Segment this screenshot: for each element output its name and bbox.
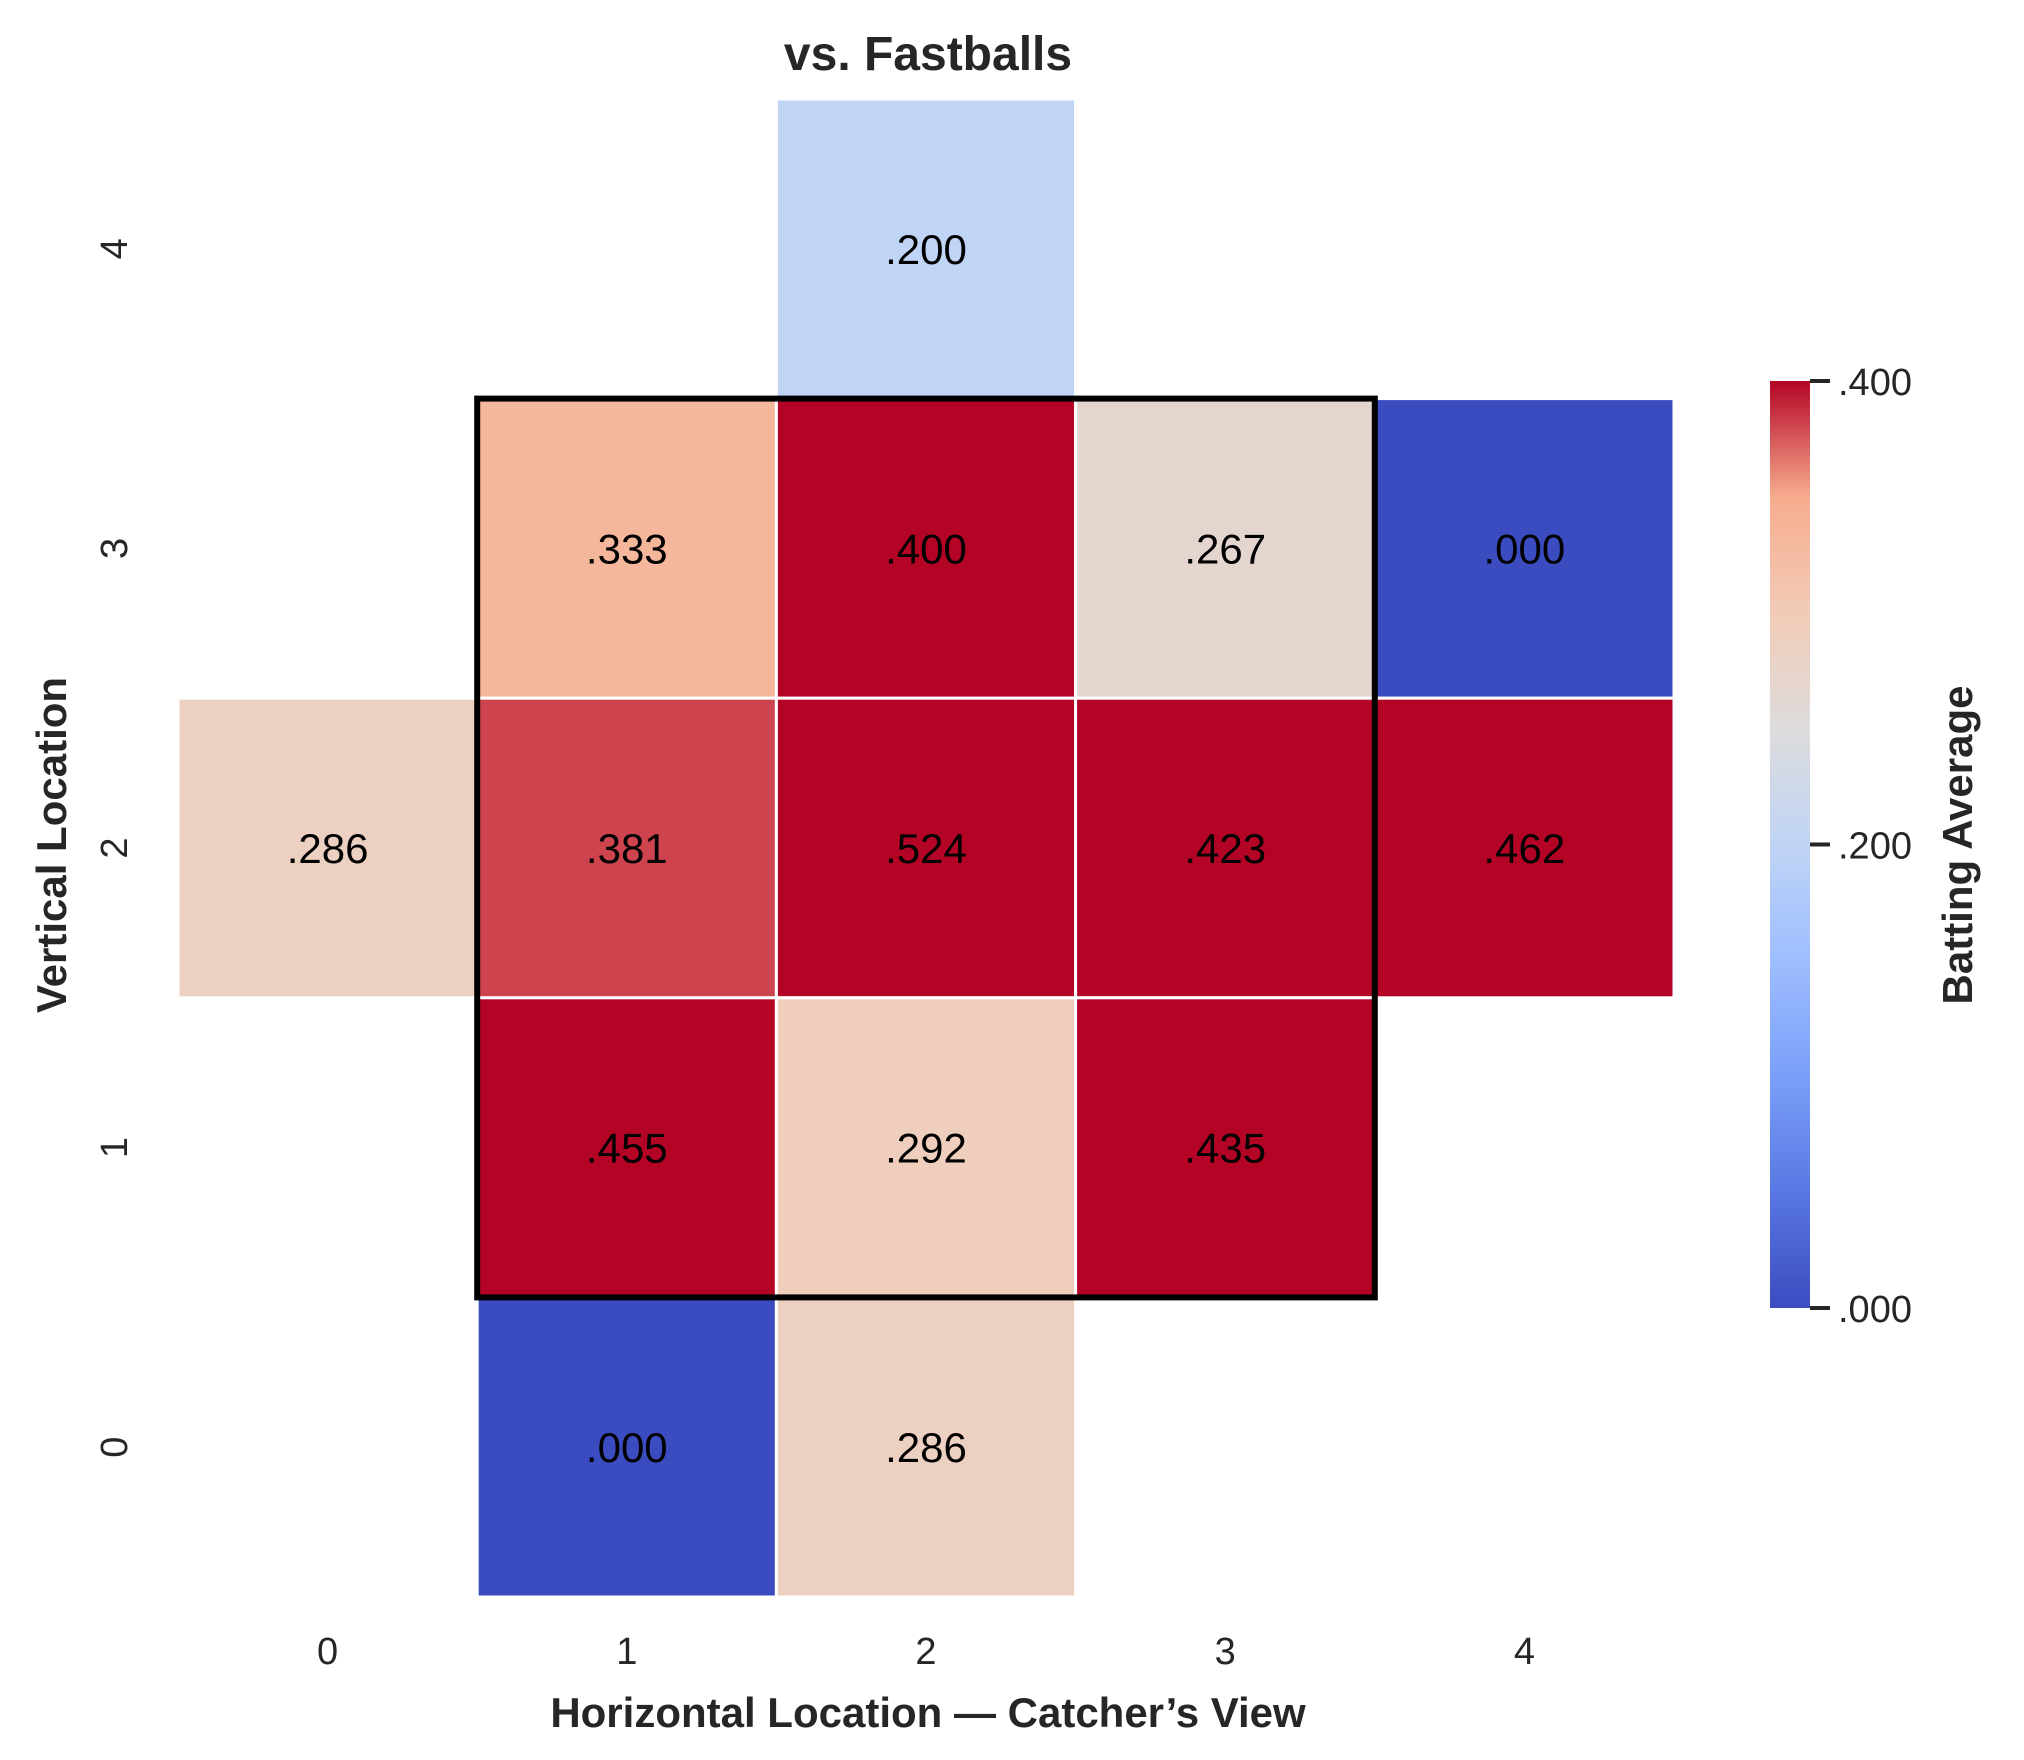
cell-value-label: .462	[1484, 825, 1566, 872]
colorbar-ticks: .000 .200 .400	[1810, 362, 1912, 1331]
x-tick-label: 4	[1514, 1631, 1535, 1673]
x-tick-label: 0	[317, 1631, 338, 1673]
cell-value-label: .267	[1184, 525, 1266, 572]
heatmap-cell	[774, 97, 1078, 401]
cell-value-label: .286	[287, 825, 369, 872]
heatmap-cells: .200 .333 .400 .267 .000 .286 .381 .524 .423 .462…	[176, 97, 1676, 1599]
heatmap-cell	[1373, 397, 1676, 700]
cell-value-label: .286	[885, 1424, 967, 1471]
x-tick-label: 1	[616, 1631, 637, 1673]
heatmap-cell	[176, 696, 479, 1000]
heatmap-cell	[774, 1295, 1078, 1599]
x-axis-title: Horizontal Location — Catcher’s View	[550, 1689, 1306, 1736]
heatmap-cell	[475, 397, 778, 700]
colorbar-tick-label: .000	[1838, 1289, 1912, 1331]
colorbar-label: Batting Average	[1934, 686, 1981, 1005]
cell-value-label: .333	[586, 525, 668, 572]
cell-value-label: .292	[885, 1125, 967, 1172]
heatmap-cell	[774, 696, 1078, 1000]
heatmap-cell	[774, 996, 1078, 1299]
y-tick-label: 1	[94, 1137, 136, 1158]
cell-value-label: .423	[1184, 825, 1266, 872]
heatmap-cell	[1074, 397, 1377, 700]
x-tick-label: 2	[915, 1631, 936, 1673]
y-axis-title: Vertical Location	[28, 677, 75, 1013]
chart-title: vs. Fastballs	[784, 28, 1072, 81]
cell-value-label: .524	[885, 825, 967, 872]
heatmap-cell	[1074, 996, 1377, 1299]
y-tick-label: 3	[94, 538, 136, 559]
heatmap-cell	[1373, 696, 1676, 1000]
y-tick-label: 2	[94, 837, 136, 858]
cell-value-label: .200	[885, 226, 967, 273]
y-tick-label: 0	[94, 1437, 136, 1458]
colorbar-tick-label: .200	[1838, 826, 1912, 868]
cell-value-label: .381	[586, 825, 668, 872]
colorbar: .000 .200 .400 Batting Average	[1770, 362, 1981, 1331]
colorbar-gradient	[1770, 381, 1810, 1308]
y-tick-label: 4	[94, 238, 136, 259]
cell-value-label: .455	[586, 1125, 668, 1172]
cell-value-label: .435	[1184, 1125, 1266, 1172]
x-tick-label: 3	[1215, 1631, 1236, 1673]
strike-zone-outline	[474, 395, 1378, 1301]
cell-value-label: .400	[885, 525, 967, 572]
colorbar-tick-label: .400	[1838, 362, 1912, 404]
cell-value-label: .000	[1484, 525, 1566, 572]
cell-value-label: .000	[586, 1424, 668, 1471]
x-axis-ticks: 0 1 2 3 4	[317, 1631, 1535, 1673]
strike-zone	[474, 395, 1378, 1301]
y-axis-ticks: 0 1 2 3 4	[94, 238, 136, 1458]
